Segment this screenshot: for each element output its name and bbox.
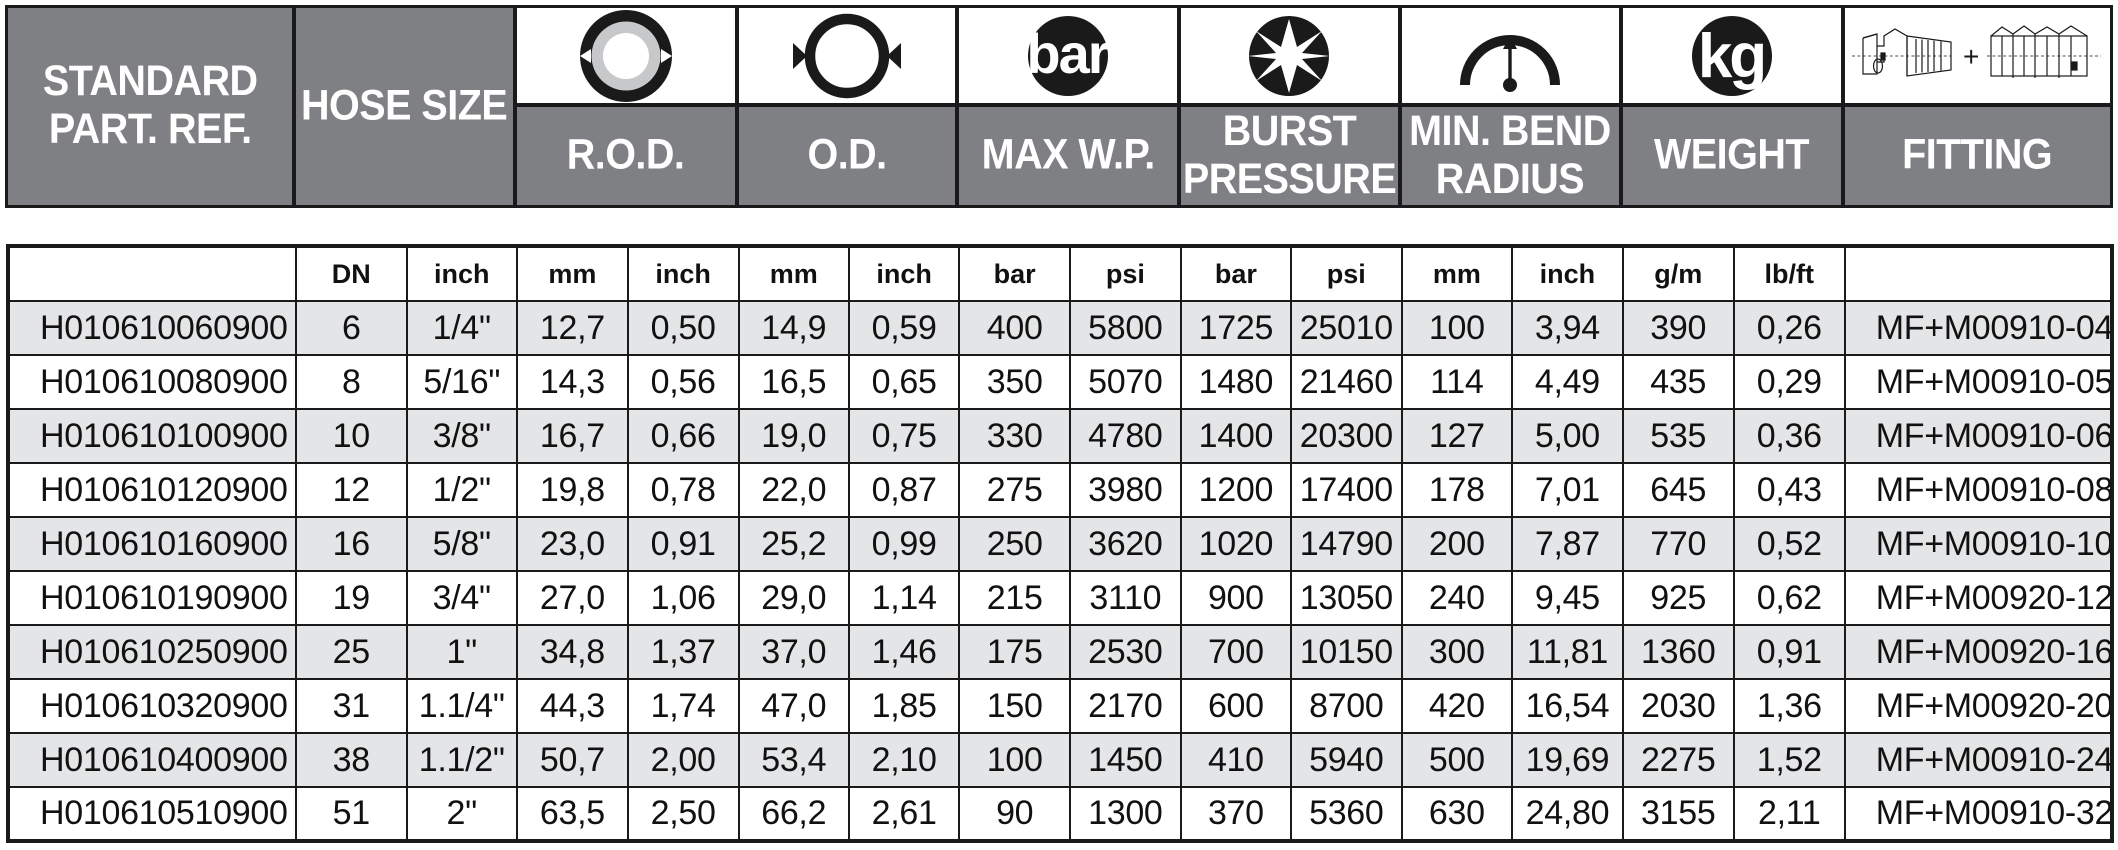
- svg-text:+: +: [1963, 41, 1979, 72]
- svg-text:bar: bar: [1026, 22, 1108, 85]
- svg-text:kg: kg: [1698, 22, 1764, 91]
